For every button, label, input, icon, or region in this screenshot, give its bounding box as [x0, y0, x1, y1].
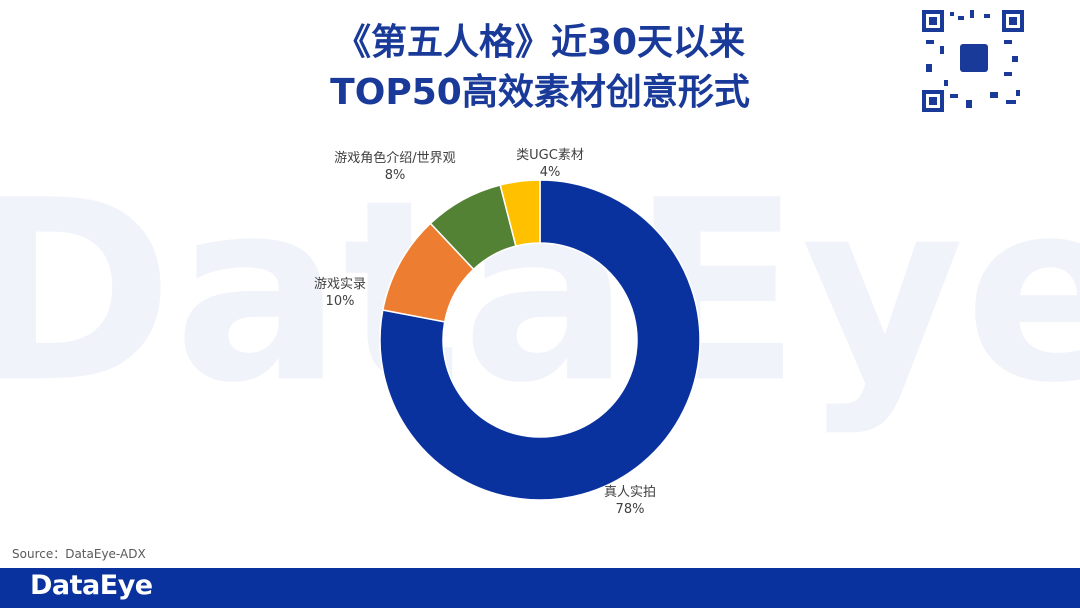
chart-title: 《第五人格》近30天以来 [334, 22, 746, 63]
category-label: 类UGC素材 [516, 148, 584, 163]
category-label: 真人实拍 [603, 485, 656, 500]
value-label: 78% [615, 502, 645, 517]
value-label: 4% [539, 165, 561, 180]
slice [379, 179, 701, 501]
logo: DataEye [30, 570, 153, 601]
source: Source：DataEye-ADX [12, 547, 146, 561]
category-label: 游戏实录 [313, 277, 366, 292]
slice-label: 游戏实录 10% [280, 276, 400, 310]
slice-label: 真人实拍 78% [570, 484, 690, 518]
qr-code [920, 8, 1026, 114]
value-label: 8% [384, 168, 406, 183]
slice-label: 游戏角色介绍/世界观 8% [330, 150, 460, 184]
slice-label: 类UGC素材 4% [485, 147, 615, 181]
slice [499, 179, 541, 247]
value-label: 10% [325, 294, 355, 309]
chart-title: TOP50高效素材创意形式 [330, 72, 750, 113]
category-label: 游戏角色介绍/世界观 [334, 151, 456, 166]
footer-bar [0, 568, 1080, 608]
